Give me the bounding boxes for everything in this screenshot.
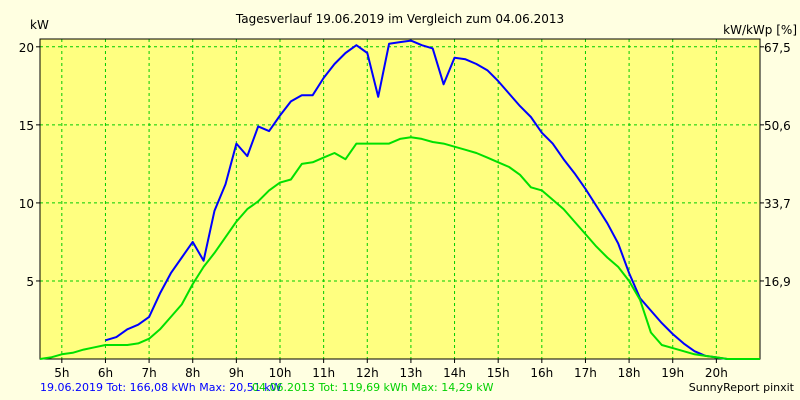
x-tick-label: 8h <box>185 366 200 380</box>
x-tick-label: 19h <box>661 366 684 380</box>
chart-title: Tagesverlauf 19.06.2019 im Vergleich zum… <box>235 12 564 26</box>
right-tick-label: 33,7 <box>764 197 791 211</box>
y-tick-label: 10 <box>19 197 34 211</box>
right-tick-label: 67,5 <box>764 41 791 55</box>
x-tick-label: 6h <box>98 366 113 380</box>
plot-area: 5h 6h 7h 8h 9h 10h 11h 12h 13h 14h 15h 16h 17h 18h 19h… <box>19 38 791 380</box>
credit-text: SunnyReport pinxit <box>688 381 794 394</box>
right-tick-label: 50,6 <box>764 119 791 133</box>
x-tick-label: 20h <box>705 366 728 380</box>
y-tick-label: 20 <box>19 41 34 55</box>
right-axis-label: kW/kWp [%] <box>723 23 797 37</box>
x-tick-label: 9h <box>229 366 244 380</box>
x-tick-label: 14h <box>443 366 466 380</box>
x-tick-label: 16h <box>530 366 553 380</box>
x-tick-label: 10h <box>269 366 292 380</box>
legend-summary-2019: 19.06.2019 Tot: 166,08 kWh Max: 20,51 kW <box>40 381 282 394</box>
x-tick-label: 13h <box>399 366 422 380</box>
right-tick-label: 16,9 <box>764 275 791 289</box>
y-axis-label: kW <box>30 18 49 32</box>
x-tick-label: 5h <box>54 366 69 380</box>
series-line-2019 <box>105 39 760 360</box>
y-tick-label: 5 <box>26 275 34 289</box>
legend-summary-2013: 04.06.2013 Tot: 119,69 kWh Max: 14,29 kW <box>252 381 494 394</box>
x-tick-label: 11h <box>312 366 335 380</box>
plot-frame <box>39 38 761 360</box>
x-tick-label: 7h <box>141 366 156 380</box>
x-tick-label: 17h <box>574 366 597 380</box>
x-tick-label: 18h <box>618 366 641 380</box>
plot-background <box>40 39 760 359</box>
y-tick-label: 15 <box>19 119 34 133</box>
x-tick-label: 12h <box>356 366 379 380</box>
series-line-2013 <box>39 136 760 360</box>
x-tick-label: 15h <box>487 366 510 380</box>
